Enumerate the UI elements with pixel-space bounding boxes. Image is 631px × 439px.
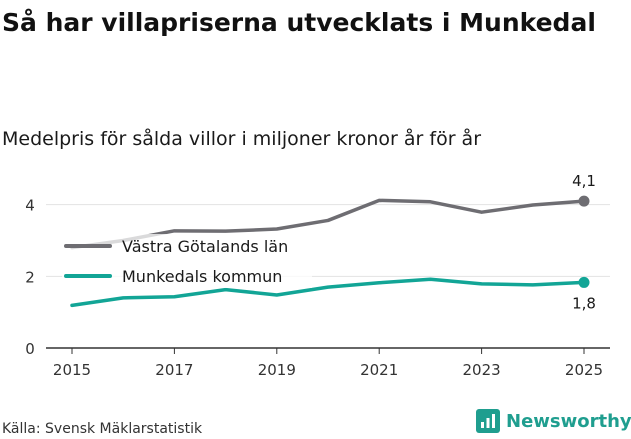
chart-subtitle: Medelpris för sålda villor i miljoner kr…: [2, 128, 482, 150]
end-point-marker: [578, 276, 590, 288]
x-tick-label: 2015: [53, 361, 91, 379]
series-line-1: [70, 277, 586, 308]
brand-name: Newsworthy: [506, 410, 631, 432]
end-value-label: 1,8: [572, 294, 596, 312]
x-tick-label: 2023: [463, 361, 501, 379]
newsworthy-logo[interactable]: Newsworthy: [476, 409, 631, 433]
legend-label: Västra Götalands län: [122, 237, 288, 256]
source-note: Källa: Svensk Mäklarstatistik: [2, 421, 203, 437]
chart-title: Så har villapriserna utvecklats i Munked…: [2, 8, 596, 37]
end-value-label: 4,1: [572, 172, 596, 190]
newsworthy-icon: [476, 409, 500, 433]
y-tick-label: 2: [25, 268, 35, 286]
x-tick-label: 2025: [565, 361, 603, 379]
y-tick-label: 4: [25, 197, 35, 215]
x-tick-label: 2021: [360, 361, 398, 379]
x-tick-label: 2019: [258, 361, 296, 379]
end-point-marker: [578, 195, 590, 207]
y-tick-label: 0: [25, 340, 35, 358]
legend-label: Munkedals kommun: [122, 267, 282, 286]
x-tick-label: 2017: [155, 361, 193, 379]
